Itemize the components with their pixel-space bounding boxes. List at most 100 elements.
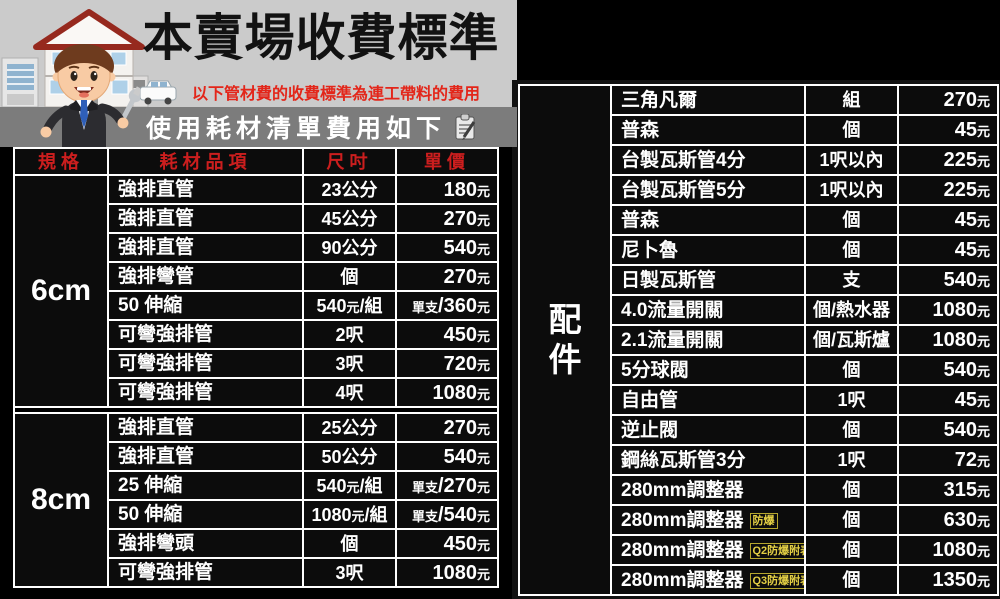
table-row: 自由管 1呎 45元: [519, 384, 999, 416]
item-cell: 普森: [610, 114, 806, 146]
unit-cell: 個: [804, 114, 899, 146]
table-row: 6cm 強排直管 23公分 180元: [13, 174, 499, 408]
left-table: 規格 耗材品項 尺吋 單價 6cm 強排直管 23公分 180元 強排直管 45公分 270元 強排…: [13, 147, 499, 588]
item-cell: 50 伸縮: [107, 290, 304, 321]
price-cell: 270元: [395, 203, 499, 234]
price-cell: 1350元: [897, 564, 999, 596]
price-cell: 450元: [395, 319, 499, 350]
size-cell: 3呎: [302, 348, 397, 379]
table-row: 日製瓦斯管支 540元: [519, 264, 999, 296]
item-cell: 強排彎頭: [107, 528, 304, 559]
table-row: 強排直管 50公分 540元: [14, 441, 499, 472]
price-cell: 450元: [395, 528, 499, 559]
right-table: 配 件三角凡爾組 270元 普森個 45元 台製瓦斯管4分 1呎以內 225元 台製瓦斯管5分…: [518, 84, 999, 596]
table-row: 鋼絲瓦斯管3分 1呎 72元: [519, 444, 999, 476]
size-cell: 個: [302, 528, 397, 559]
unit-cell: 1呎以內: [804, 174, 899, 206]
size-cell: 540元/組: [302, 470, 397, 501]
item-cell: 逆止閥: [610, 414, 806, 446]
price-cell: 540元: [897, 264, 999, 296]
item-cell: 自由管: [610, 384, 806, 416]
price-cell: 1080元: [897, 294, 999, 326]
price-cell: 45元: [897, 204, 999, 236]
price-cell: 1080元: [897, 534, 999, 566]
price-cell: 45元: [897, 384, 999, 416]
unit-cell: 個/熱水器: [804, 294, 899, 326]
table-row: 台製瓦斯管4分 1呎以內 225元: [519, 144, 999, 176]
unit-cell: 1呎以內: [804, 144, 899, 176]
table-row: 2.1流量開關 個/瓦斯爐 1080元: [519, 324, 999, 356]
unit-cell: 組: [804, 84, 899, 116]
price-cell: 270元: [897, 84, 999, 116]
item-cell: 強排直管: [107, 174, 304, 205]
table-row: 5分球閥個 540元: [519, 354, 999, 386]
unit-cell: 支: [804, 264, 899, 296]
unit-cell: 個: [804, 414, 899, 446]
unit-cell: 個: [804, 204, 899, 236]
size-cell: 25公分: [302, 412, 397, 443]
price-cell: 540元: [897, 414, 999, 446]
banner-bar: 使用耗材清單費用如下: [0, 107, 517, 147]
unit-cell: 1呎: [804, 444, 899, 476]
size-cell: 3呎: [302, 557, 397, 588]
unit-cell: 個: [804, 354, 899, 386]
table-row: 280mm調整器Q3防爆附表個1350元: [519, 564, 999, 596]
item-cell: 2.1流量開關: [610, 324, 806, 356]
column-header: 單價: [395, 147, 499, 176]
price-cell: 180元: [395, 174, 499, 205]
size-cell: 1080元/組: [302, 499, 397, 530]
table-row: 50 伸縮 1080元/組 單支/540元: [14, 499, 499, 530]
group-separator: [13, 406, 499, 414]
table-row: 尼卜魯個 45元: [519, 234, 999, 266]
item-cell: 280mm調整器 防爆: [610, 504, 806, 536]
table-row: 可彎強排管 3呎 720元: [14, 348, 499, 379]
size-cell: 540元/組: [302, 290, 397, 321]
unit-cell: 個/瓦斯爐: [804, 324, 899, 356]
accessories-group-label: 配 件: [518, 84, 612, 596]
table-row: 台製瓦斯管5分 1呎以內 225元: [519, 174, 999, 206]
spec-group-label: 6cm: [13, 174, 109, 408]
table-row: 280mm調整器Q2防爆附表個1080元: [519, 534, 999, 566]
table-row: 可彎強排管 2呎 450元: [14, 319, 499, 350]
item-cell: 台製瓦斯管4分: [610, 144, 806, 176]
price-cell: 720元: [395, 348, 499, 379]
banner-text: 使用耗材清單費用如下: [146, 115, 447, 143]
table-row: 普森個 45元: [519, 204, 999, 236]
unit-cell: 個: [804, 564, 899, 596]
table-row: 強排彎管個 270元: [14, 261, 499, 292]
item-cell: 280mm調整器: [610, 474, 806, 506]
item-cell: 強排直管: [107, 412, 304, 443]
item-cell: 50 伸縮: [107, 499, 304, 530]
clipboard-icon: [455, 113, 476, 140]
table-row: 8cm 強排直管 25公分 270元: [13, 412, 499, 588]
table-row: 可彎強排管 3呎 1080元: [14, 557, 499, 588]
table-row: 強排彎頭個 450元: [14, 528, 499, 559]
unit-cell: 個: [804, 234, 899, 266]
price-cell: 540元: [395, 441, 499, 472]
table-row: 25 伸縮 540元/組 單支/270元: [14, 470, 499, 501]
item-cell: 三角凡爾: [610, 84, 806, 116]
spec-group-label: 8cm: [13, 412, 109, 588]
price-cell: 315元: [897, 474, 999, 506]
item-cell: 尼卜魯: [610, 234, 806, 266]
item-cell: 普森: [610, 204, 806, 236]
page-subtitle: 以下管材費的收費標準為連工帶料的費用: [191, 86, 480, 103]
price-cell: 225元: [897, 144, 999, 176]
price-cell: 1080元: [395, 557, 499, 588]
item-cell: 日製瓦斯管: [610, 264, 806, 296]
price-cell: 270元: [395, 261, 499, 292]
left-table-body: 6cm 強排直管 23公分 180元 強排直管 45公分 270元 強排直管 90公分 540元強…: [13, 174, 499, 588]
column-header: 耗材品項: [107, 147, 304, 176]
item-cell: 可彎強排管: [107, 319, 304, 350]
price-cell: 單支/270元: [395, 470, 499, 501]
column-header: 規格: [13, 147, 109, 176]
price-cell: 72元: [897, 444, 999, 476]
price-cell: 45元: [897, 234, 999, 266]
item-cell: 可彎強排管: [107, 377, 304, 408]
explosion-proof-badge: Q3防爆附表: [749, 572, 803, 589]
unit-cell: 個: [804, 534, 899, 566]
right-table-body: 配 件三角凡爾組 270元 普森個 45元 台製瓦斯管4分 1呎以內 225元 台製瓦斯管5分…: [518, 84, 999, 596]
unit-cell: 1呎: [804, 384, 899, 416]
table-row: 50 伸縮 540元/組 單支/360元: [14, 290, 499, 321]
